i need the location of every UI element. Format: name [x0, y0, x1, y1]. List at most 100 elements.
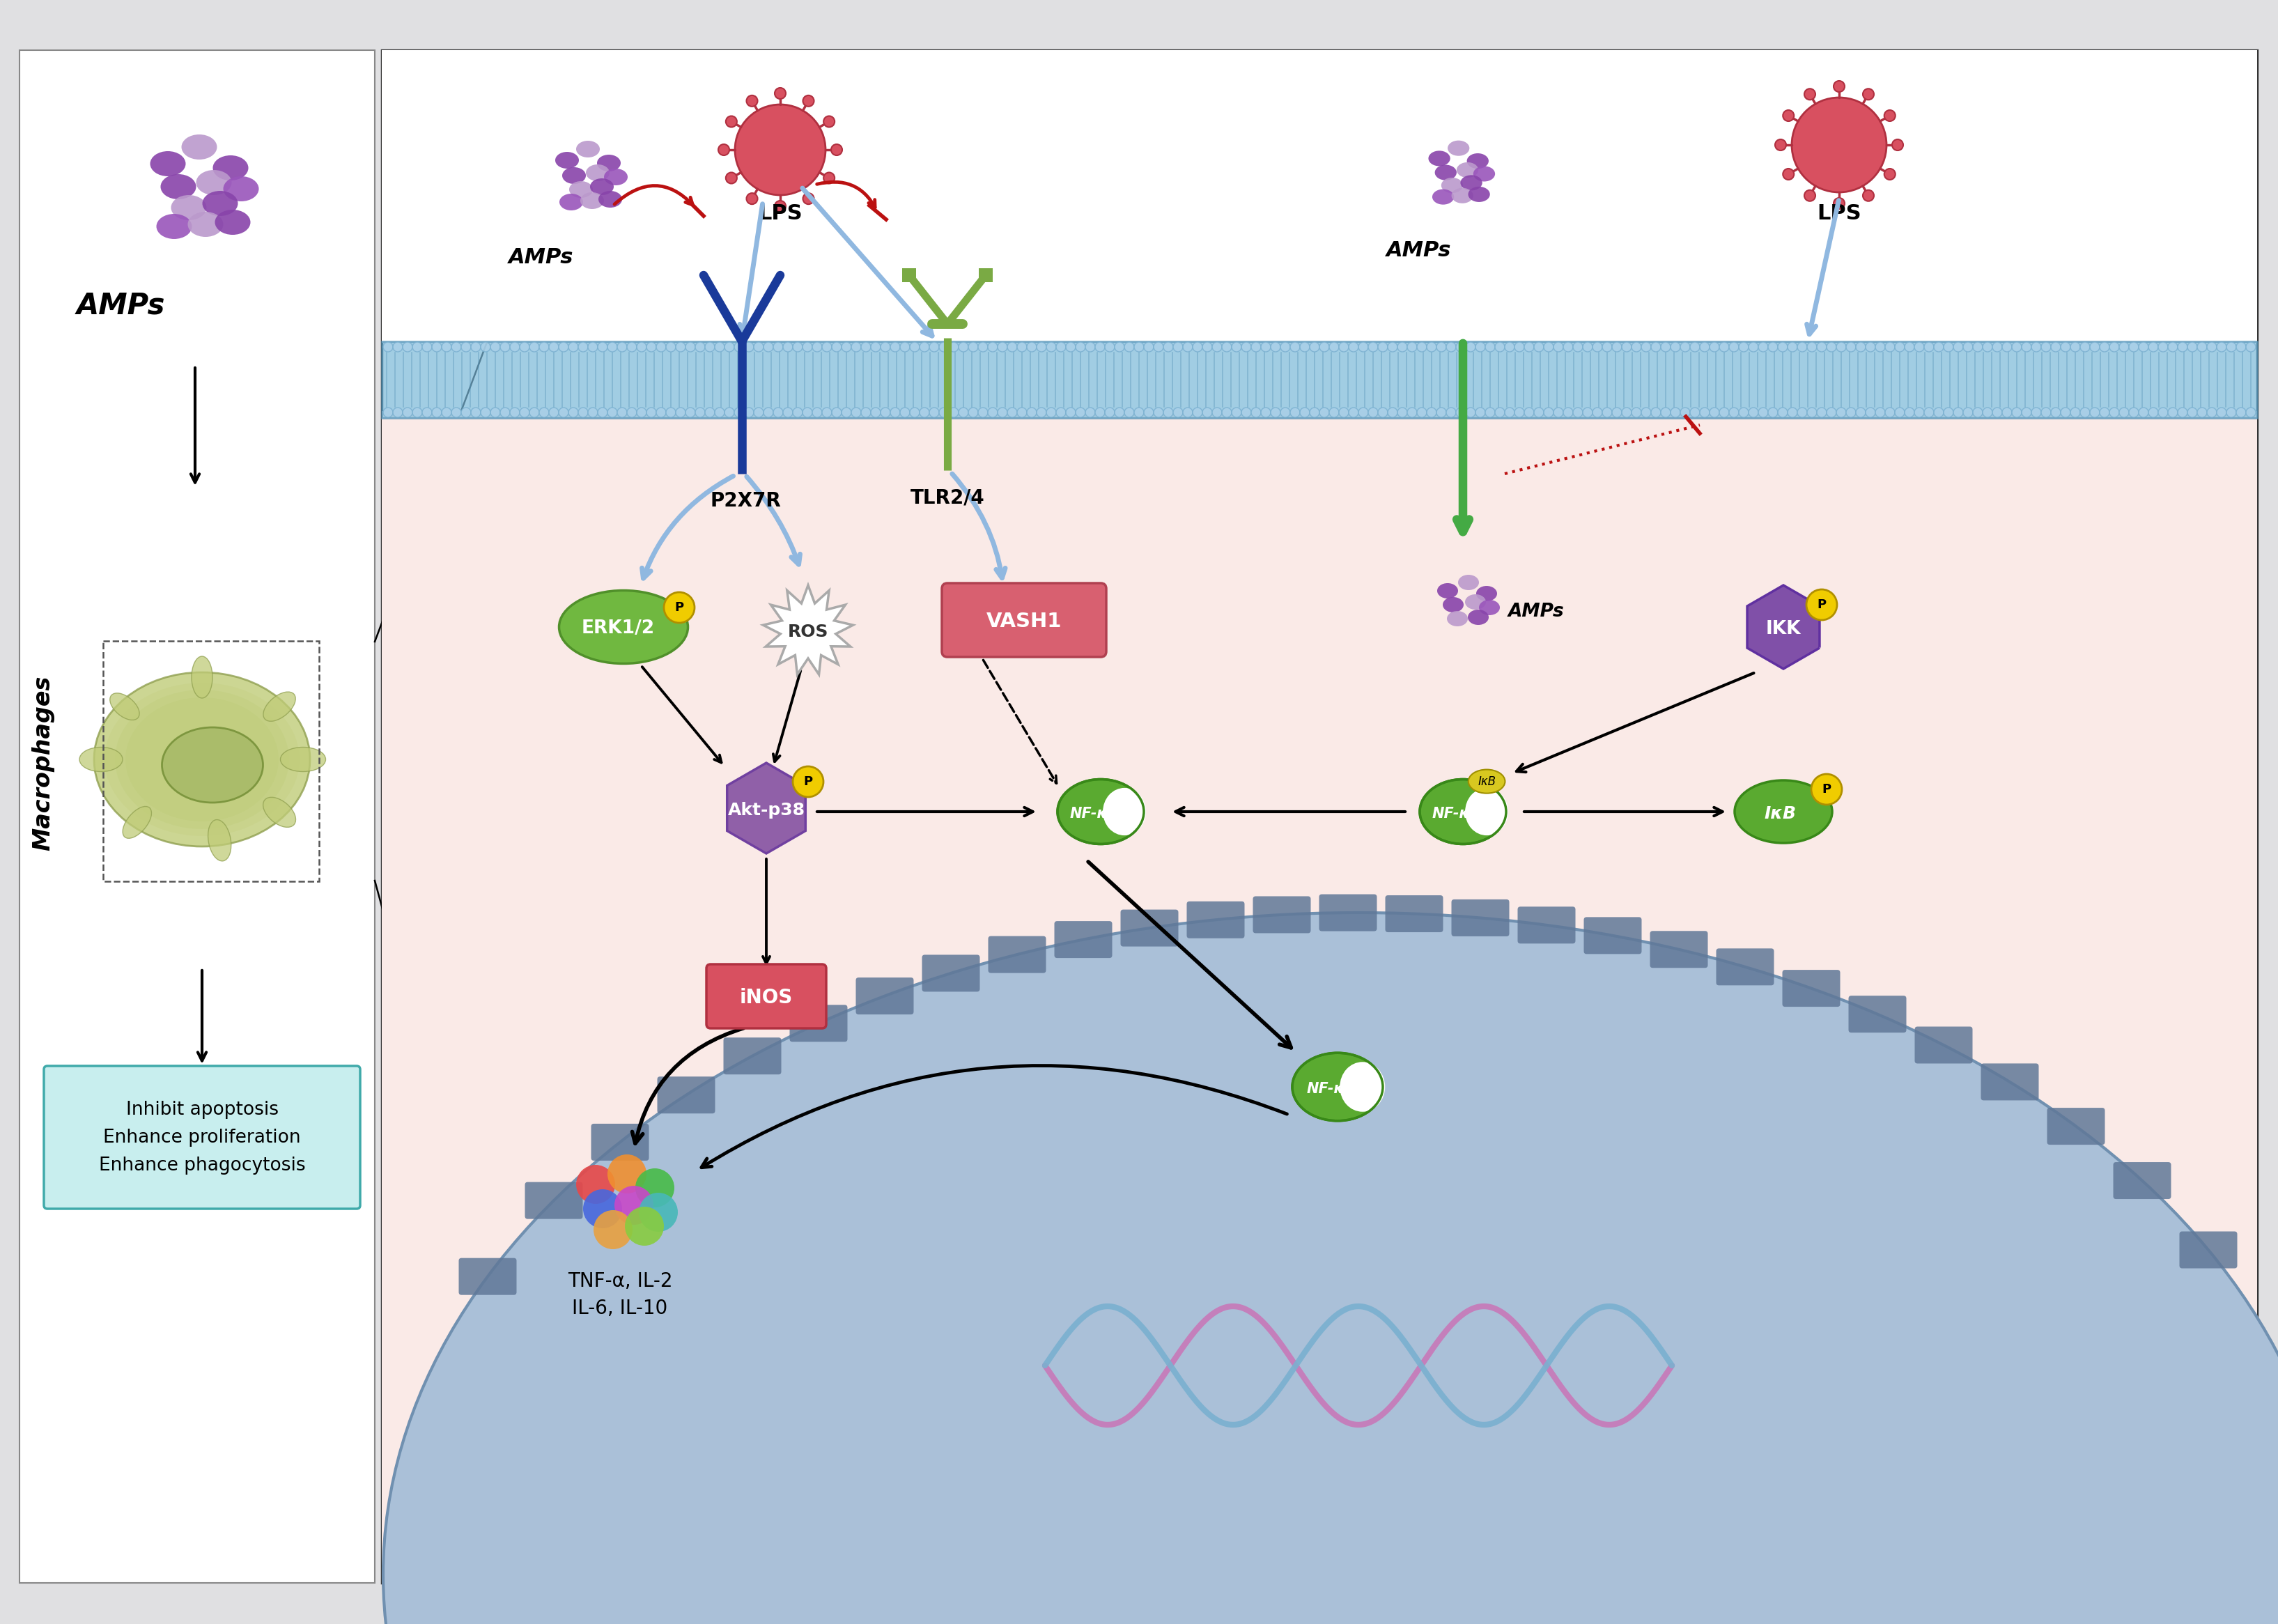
- Circle shape: [1640, 408, 1652, 417]
- Circle shape: [1057, 343, 1066, 352]
- Text: NF-κB: NF-κB: [1071, 807, 1118, 820]
- Circle shape: [451, 343, 460, 352]
- Circle shape: [2119, 408, 2130, 417]
- Circle shape: [1797, 408, 1806, 417]
- Circle shape: [1251, 408, 1262, 417]
- Circle shape: [501, 343, 510, 352]
- Ellipse shape: [280, 747, 326, 771]
- Circle shape: [959, 408, 968, 417]
- Circle shape: [433, 408, 442, 417]
- Circle shape: [1280, 343, 1289, 352]
- Circle shape: [1476, 343, 1485, 352]
- Circle shape: [1574, 343, 1583, 352]
- Circle shape: [656, 343, 665, 352]
- FancyBboxPatch shape: [458, 1259, 517, 1294]
- Ellipse shape: [105, 682, 298, 836]
- Circle shape: [2237, 408, 2246, 417]
- Circle shape: [1544, 343, 1554, 352]
- Circle shape: [1750, 343, 1759, 352]
- Ellipse shape: [1456, 162, 1478, 177]
- Circle shape: [1494, 408, 1506, 417]
- FancyBboxPatch shape: [1649, 931, 1708, 968]
- FancyBboxPatch shape: [923, 955, 980, 992]
- FancyBboxPatch shape: [1847, 996, 1907, 1033]
- Ellipse shape: [114, 690, 289, 830]
- Ellipse shape: [157, 214, 191, 239]
- Circle shape: [1212, 343, 1221, 352]
- Circle shape: [870, 408, 882, 417]
- Circle shape: [1426, 408, 1437, 417]
- Circle shape: [1973, 408, 1982, 417]
- Circle shape: [656, 408, 665, 417]
- Circle shape: [1134, 343, 1144, 352]
- Circle shape: [929, 408, 939, 417]
- Circle shape: [1925, 408, 1934, 417]
- Polygon shape: [1747, 585, 1820, 669]
- Circle shape: [412, 408, 421, 417]
- Circle shape: [583, 1189, 622, 1228]
- FancyBboxPatch shape: [43, 1065, 360, 1208]
- Circle shape: [1485, 343, 1494, 352]
- Circle shape: [1144, 408, 1153, 417]
- Circle shape: [1720, 343, 1729, 352]
- FancyBboxPatch shape: [1121, 909, 1178, 947]
- Text: IκB: IκB: [1763, 806, 1795, 822]
- FancyBboxPatch shape: [2114, 1163, 2171, 1199]
- Text: NF-κB: NF-κB: [1433, 807, 1481, 820]
- Text: P2X7R: P2X7R: [711, 490, 781, 510]
- Circle shape: [2100, 408, 2109, 417]
- Circle shape: [1563, 408, 1574, 417]
- Circle shape: [2032, 408, 2041, 417]
- Circle shape: [1515, 343, 1524, 352]
- Circle shape: [852, 343, 861, 352]
- Circle shape: [1349, 408, 1358, 417]
- Circle shape: [1417, 408, 1426, 417]
- Ellipse shape: [1433, 188, 1453, 205]
- Circle shape: [1134, 408, 1144, 417]
- Ellipse shape: [1419, 780, 1506, 844]
- Ellipse shape: [1442, 598, 1465, 612]
- Ellipse shape: [171, 195, 207, 221]
- Circle shape: [1583, 408, 1592, 417]
- Circle shape: [2119, 343, 2130, 352]
- Text: AMPs: AMPs: [1508, 603, 1565, 620]
- FancyBboxPatch shape: [1916, 1026, 1973, 1064]
- Circle shape: [570, 343, 579, 352]
- Circle shape: [724, 343, 734, 352]
- Circle shape: [1845, 343, 1857, 352]
- Ellipse shape: [556, 153, 579, 169]
- FancyBboxPatch shape: [980, 268, 993, 283]
- FancyBboxPatch shape: [1715, 948, 1775, 986]
- Circle shape: [2169, 343, 2178, 352]
- Text: P: P: [1818, 599, 1827, 611]
- Circle shape: [1339, 408, 1349, 417]
- Circle shape: [695, 408, 704, 417]
- Circle shape: [1775, 140, 1786, 151]
- Circle shape: [638, 408, 647, 417]
- Circle shape: [451, 408, 460, 417]
- Circle shape: [1845, 408, 1857, 417]
- Circle shape: [1242, 343, 1251, 352]
- Ellipse shape: [159, 174, 196, 200]
- Circle shape: [1153, 408, 1164, 417]
- FancyBboxPatch shape: [383, 411, 2257, 1575]
- Text: Akt-p38: Akt-p38: [727, 802, 804, 818]
- Circle shape: [959, 343, 968, 352]
- Circle shape: [704, 408, 715, 417]
- Circle shape: [2187, 343, 2198, 352]
- Circle shape: [1574, 408, 1583, 417]
- Circle shape: [1114, 343, 1125, 352]
- Circle shape: [813, 408, 822, 417]
- Circle shape: [647, 343, 656, 352]
- Circle shape: [2187, 408, 2198, 417]
- Circle shape: [608, 343, 617, 352]
- Text: AMPs: AMPs: [77, 291, 166, 320]
- Circle shape: [540, 343, 549, 352]
- Circle shape: [1670, 343, 1681, 352]
- Circle shape: [2226, 343, 2237, 352]
- Text: TLR2/4: TLR2/4: [911, 487, 984, 507]
- Circle shape: [1583, 343, 1592, 352]
- Circle shape: [1681, 343, 1690, 352]
- Circle shape: [1884, 169, 1895, 180]
- FancyBboxPatch shape: [1055, 921, 1112, 958]
